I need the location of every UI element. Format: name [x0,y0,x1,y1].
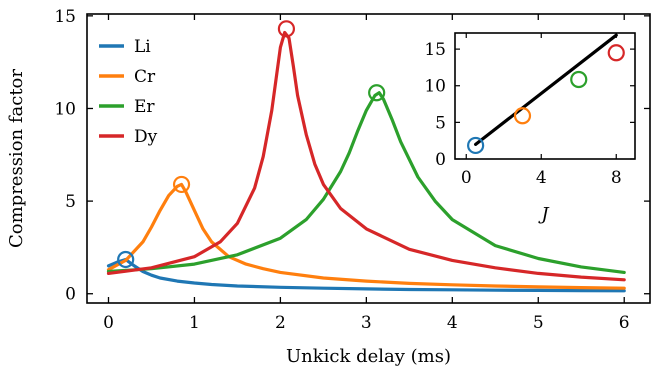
peak-marker-li [117,250,135,269]
inset-y-tick-label: 10 [424,77,446,97]
main-y-axis-title: Compression factor [6,69,27,248]
legend-label-dy: Dy [134,127,158,147]
main-x-tick-label: 5 [533,313,544,333]
main-x-tick-label: 0 [103,313,114,333]
inset-chart: 0 4 8 0 5 10 15 J [424,32,636,225]
main-y-tick-label: 0 [65,285,76,305]
inset-point-dy [607,44,625,62]
legend-label-er: Er [134,97,155,117]
inset-point-li [467,136,485,155]
inset-point-cr [513,107,532,125]
main-x-axis-title: Unkick delay (ms) [286,346,451,367]
peak-marker-cr [172,175,191,194]
peak-marker-er [368,84,386,102]
main-y-tick-label: 5 [65,192,76,212]
inset-y-tick-label: 15 [424,40,446,60]
inset-x-axis-title: J [537,204,550,225]
inset-points [467,44,625,155]
legend-label-cr: Cr [134,67,156,87]
main-x-tick-label: 1 [189,313,200,333]
main-series-group [106,30,626,293]
inset-y-tick-label: 0 [435,150,446,170]
inset-plot-frame [454,32,636,160]
main-y-tick-label: 10 [54,99,76,119]
inset-axis-ticks: 0 4 8 0 5 10 15 [424,33,635,188]
legend: Li Cr Er Dy [99,37,158,147]
main-x-tick-label: 3 [361,313,372,333]
main-plot-frame [86,13,651,304]
main-x-tick-label: 2 [275,313,286,333]
series-line-dy [106,30,626,282]
series-line-li [106,257,626,293]
inset-y-tick-label: 5 [435,113,446,133]
series-line-er [106,91,626,274]
inset-fit-line [474,33,618,146]
inset-x-tick-label: 4 [536,168,547,188]
main-axis-ticks: 0 1 2 3 4 5 6 0 5 10 15 [54,7,650,333]
series-line-cr [106,182,626,290]
inset-x-tick-label: 0 [461,168,472,188]
peak-marker-dy [277,20,296,38]
inset-x-tick-label: 8 [611,168,622,188]
legend-label-li: Li [134,37,151,57]
main-x-tick-label: 4 [447,313,458,333]
main-x-tick-label: 6 [619,313,630,333]
main-peak-markers [117,20,386,269]
main-chart: 0 1 2 3 4 5 6 0 5 10 15 Unkick delay (ms) Compress… [6,7,651,367]
inset-point-er [570,70,588,89]
main-y-tick-label: 15 [54,7,76,27]
